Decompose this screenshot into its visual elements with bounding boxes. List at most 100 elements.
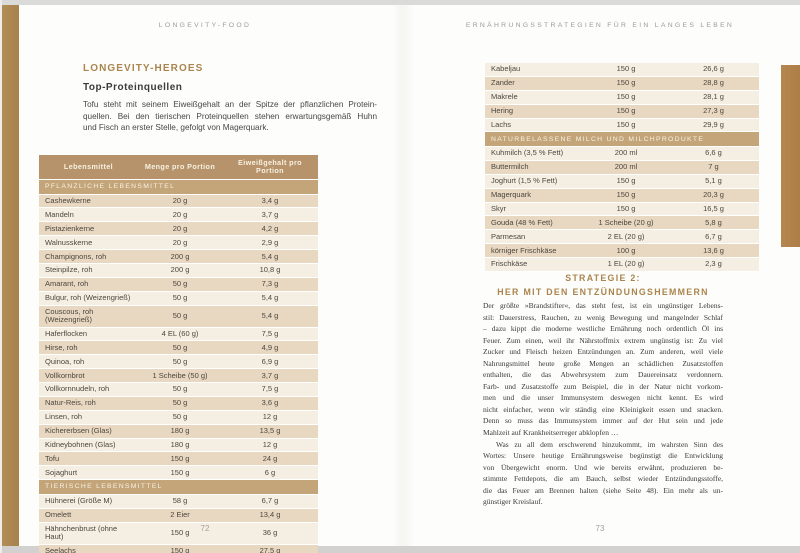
cell-protein: 7,3 g <box>222 277 318 292</box>
cell-food: Makrele <box>485 90 584 105</box>
table-row: Gouda (48 % Fett) 1 Scheibe (20 g) 5,8 g <box>485 215 759 231</box>
cell-portion: 150 g <box>584 118 668 133</box>
cell-food: Bulgur, roh (Weizengrieß) <box>39 291 138 306</box>
table-row: Frischkäse 1 EL (20 g) 2,3 g <box>485 257 759 272</box>
cell-portion: 20 g <box>138 194 222 209</box>
cell-protein: 2,3 g <box>668 257 759 272</box>
cell-food: Vollkornnudeln, roh <box>39 382 138 397</box>
cell-portion: 20 g <box>138 207 222 223</box>
cell-protein: 28,8 g <box>668 76 759 91</box>
cell-protein: 7,5 g <box>222 382 318 397</box>
section-title: LONGEVITY-HEROES <box>83 63 204 74</box>
text-line: günstiger Kreislauf. <box>483 497 543 507</box>
cell-food: Omelett <box>39 508 138 523</box>
cell-portion: 150 g <box>584 63 668 77</box>
cell-food: Kidneybohnen (Glas) <box>39 438 138 453</box>
running-head-left: LONGEVITY-FOOD <box>158 22 252 29</box>
cell-food: Frischkäse <box>485 257 584 272</box>
cell-portion: 4 EL (60 g) <box>138 327 222 342</box>
cell-portion: 50 g <box>138 396 222 411</box>
cell-protein: 5,4 g <box>222 291 318 306</box>
cell-portion: 1 Scheibe (50 g) <box>138 368 222 384</box>
cell-food: Pistazienkerne <box>39 221 138 237</box>
table-row: Kuhmilch (3,5 % Fett) 200 ml 6,6 g <box>485 146 759 161</box>
cell-food: Vollkornbrot <box>39 368 138 384</box>
table-row: Hering 150 g 27,3 g <box>485 104 759 119</box>
table-row: Bulgur, roh (Weizengrieß) 50 g 5,4 g <box>39 291 318 306</box>
cell-portion: 50 g <box>138 340 222 356</box>
table-row: Amarant, roh 50 g 7,3 g <box>39 277 318 292</box>
cell-protein: 13,5 g <box>222 424 318 439</box>
table-row: Omelett 2 Eier 13,4 g <box>39 508 318 523</box>
cell-food: Amarant, roh <box>39 277 138 292</box>
body-paragraph: Was zu all dem erschwerend hinzukommt, i… <box>483 439 723 508</box>
text-line: Farb- und Zusatzstoffe zum Beispiel, die… <box>483 381 723 391</box>
table-row: Zander 150 g 28,8 g <box>485 76 759 91</box>
cell-food: Joghurt (1,5 % Fett) <box>485 174 584 189</box>
book-gutter-shadow <box>392 5 414 546</box>
cell-protein: 36 g <box>222 522 318 545</box>
book-cover-edge <box>2 5 19 546</box>
table-row: Vollkornnudeln, roh 50 g 7,5 g <box>39 382 318 397</box>
table-section-label: NATURBELASSENE MILCH UND MILCHPRODUKTE <box>485 131 759 148</box>
cell-protein: 28,1 g <box>668 90 759 105</box>
cell-protein: 3,7 g <box>222 207 318 223</box>
table-row: Kabeljau 150 g 26,6 g <box>485 63 759 77</box>
cell-portion: 200 g <box>138 263 222 278</box>
table-row: Pistazienkerne 20 g 4,2 g <box>39 221 318 237</box>
cell-portion: 50 g <box>138 354 222 370</box>
text-line: Denn so muss das Immunsystem immer auf d… <box>483 416 723 426</box>
text-line: Tofu steht mit seinem Eiweißgehalt an de… <box>83 100 377 109</box>
protein-table-left: Lebensmittel Menge pro Portion Eiweißgehal… <box>39 155 318 553</box>
cell-food: Zander <box>485 76 584 91</box>
cell-protein: 7,5 g <box>222 327 318 342</box>
cell-food: Steinpilze, roh <box>39 263 138 278</box>
table-row: Natur-Reis, roh 50 g 3,6 g <box>39 396 318 411</box>
cell-protein: 4,9 g <box>222 340 318 356</box>
cell-food: Linsen, roh <box>39 410 138 425</box>
cell-portion: 150 g <box>584 76 668 91</box>
cell-protein: 6,6 g <box>668 146 759 161</box>
cell-protein: 12 g <box>222 410 318 425</box>
table-row: Joghurt (1,5 % Fett) 150 g 5,1 g <box>485 174 759 189</box>
cell-protein: 10,8 g <box>222 263 318 278</box>
cell-food: Lachs <box>485 118 584 133</box>
table-row: Haferflocken 4 EL (60 g) 7,5 g <box>39 327 318 342</box>
cell-portion: 150 g <box>584 104 668 119</box>
text-line: von Übergewicht enorm. Und wie bereits e… <box>483 462 723 472</box>
cell-food: körniger Frischkäse <box>485 243 584 259</box>
cell-protein: 13,4 g <box>222 508 318 523</box>
cell-portion: 50 g <box>138 305 222 328</box>
running-head-right: ERNÄHRUNGSSTRATEGIEN FÜR EIN LANGES LEBE… <box>465 22 735 29</box>
text-line: – dazu kippt die moderne westliche Ernäh… <box>483 324 723 334</box>
table-row: Walnusskerne 20 g 2,9 g <box>39 235 318 251</box>
cell-portion: 1 Scheibe (20 g) <box>584 215 668 231</box>
table-section-band: NATURBELASSENE MILCH UND MILCHPRODUKTE <box>485 131 759 148</box>
cell-protein: 2,9 g <box>222 235 318 251</box>
cell-food: Skyr <box>485 202 584 217</box>
strategy-heading-line2: HER MIT DEN ENTZÜNDUNGSHEMMERN <box>497 287 709 297</box>
cell-portion: 50 g <box>138 277 222 292</box>
table-row: Vollkornbrot 1 Scheibe (50 g) 3,7 g <box>39 368 318 384</box>
table-row: Quinoa, roh 50 g 6,9 g <box>39 354 318 370</box>
cell-portion: 20 g <box>138 235 222 251</box>
table-row: körniger Frischkäse 100 g 13,6 g <box>485 243 759 259</box>
cell-protein: 6,7 g <box>668 229 759 245</box>
column-header: Menge pro Portion <box>138 155 222 180</box>
table-row: Makrele 150 g 28,1 g <box>485 90 759 105</box>
table-row: Kichererbsen (Glas) 180 g 13,5 g <box>39 424 318 439</box>
cell-protein: 16,5 g <box>668 202 759 217</box>
table-row: Hähnchenbrust (ohne Haut) 150 g 36 g <box>39 522 318 545</box>
cell-portion: 50 g <box>138 291 222 306</box>
table-row: Tofu 150 g 24 g <box>39 451 318 467</box>
table-row: Buttermilch 200 ml 7 g <box>485 160 759 175</box>
photo-edge-bottom <box>0 546 800 553</box>
cell-food: Cashewkerne <box>39 194 138 209</box>
text-line: Der größte »Brandstifter«, das steht fes… <box>483 301 723 310</box>
table-row: Cashewkerne 20 g 3,4 g <box>39 194 318 209</box>
cell-portion: 50 g <box>138 382 222 397</box>
cell-food: Tofu <box>39 451 138 467</box>
text-line: Wortes: Unsere heutige Ernährungsweise b… <box>483 451 723 461</box>
cell-portion: 2 EL (20 g) <box>584 229 668 245</box>
